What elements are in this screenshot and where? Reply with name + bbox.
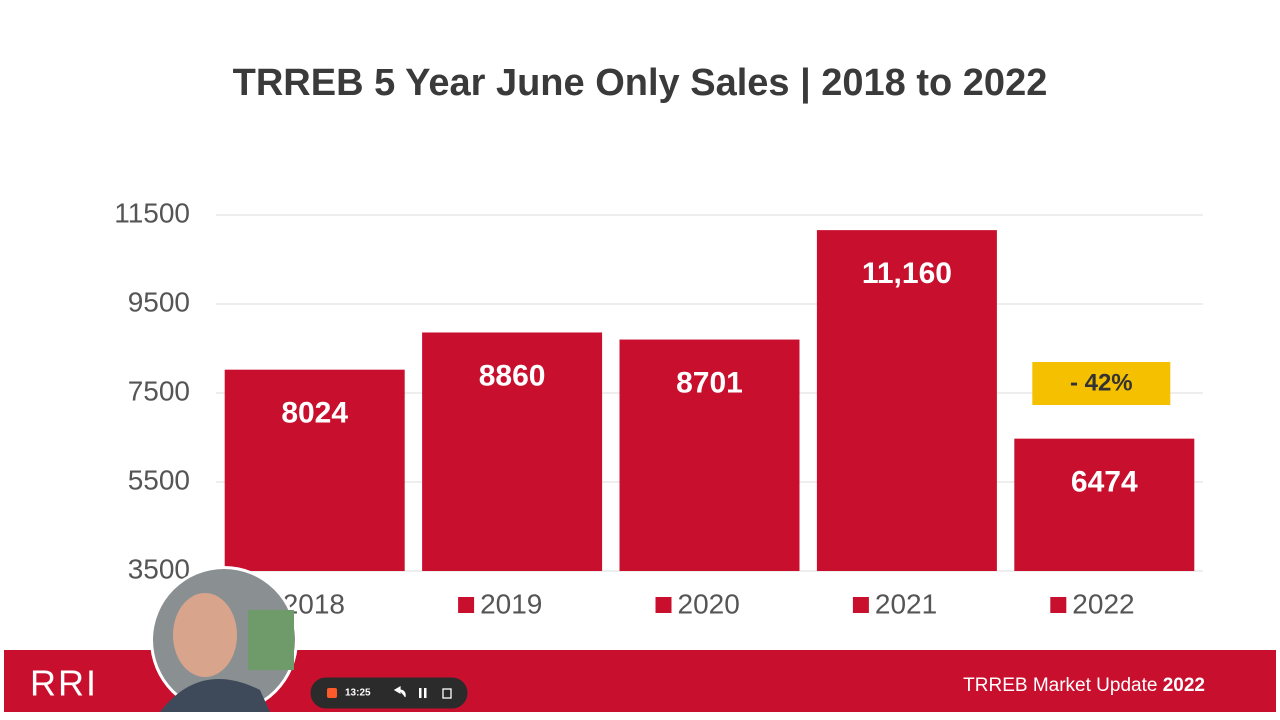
y-tick-label: 3500 <box>128 553 190 584</box>
legend-label: 2019 <box>480 588 542 619</box>
data-label: 6474 <box>1071 466 1138 499</box>
bar <box>619 339 800 571</box>
legend-label: 2021 <box>875 588 937 619</box>
legend-swatch <box>852 597 869 613</box>
bar <box>422 332 603 571</box>
data-label: 11,160 <box>862 257 952 290</box>
bar <box>224 369 405 571</box>
y-tick-label: 9500 <box>128 286 190 317</box>
logo: RRI <box>30 663 98 704</box>
legend-swatch <box>655 597 672 613</box>
legend-label: 2022 <box>1072 588 1134 619</box>
undo-button[interactable] <box>393 685 406 698</box>
data-label: 8701 <box>676 366 743 399</box>
delete-button[interactable] <box>442 688 452 699</box>
annotation-box <box>1032 362 1171 405</box>
legend-label: 2020 <box>678 588 740 619</box>
footer-label: TRREB Market Update <box>963 675 1163 696</box>
data-label: 8024 <box>281 397 348 430</box>
pause-button-bar <box>424 688 427 698</box>
footer-text: TRREB Market Update 2022 <box>963 675 1205 696</box>
y-tick-label: 5500 <box>128 464 190 495</box>
recorder-pill <box>309 676 469 710</box>
bar <box>816 230 997 571</box>
footer-year: 2022 <box>1163 675 1205 696</box>
y-tick-label: 7500 <box>128 375 190 406</box>
chart: 3500550075009500115008024201888602019870… <box>114 197 1203 619</box>
annotation: - 42% <box>1070 369 1133 396</box>
webcam-shirt <box>160 679 270 712</box>
stop-button[interactable] <box>327 688 337 698</box>
webcam <box>150 566 298 714</box>
webcam-face <box>173 593 237 677</box>
recorder-time: 13:25 <box>345 688 371 699</box>
webcam-window <box>248 610 294 670</box>
legend-swatch <box>458 597 475 613</box>
data-label: 8860 <box>479 359 546 392</box>
pause-button[interactable] <box>419 688 422 698</box>
recorder-bar: 13:25 <box>309 676 469 710</box>
chart-title: TRREB 5 Year June Only Sales | 2018 to 2… <box>233 62 1048 104</box>
legend-swatch <box>1050 597 1067 613</box>
bar <box>1014 438 1195 571</box>
y-tick-label: 11500 <box>114 197 190 228</box>
